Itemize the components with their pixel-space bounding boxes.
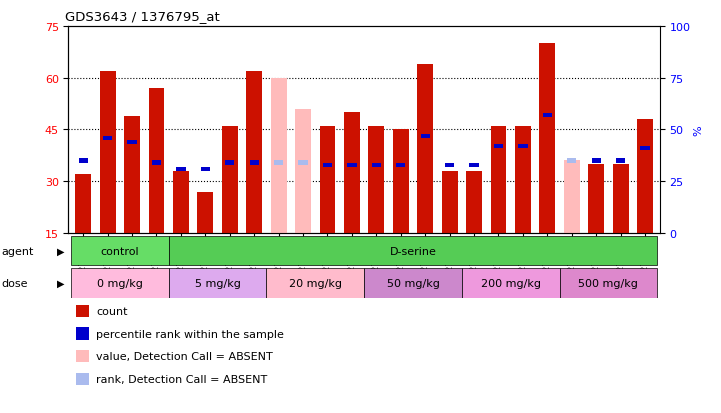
Text: ▶: ▶ (58, 246, 65, 256)
Bar (515, 127, 531, 233)
Text: GDS3643 / 1376795_at: GDS3643 / 1376795_at (65, 10, 220, 23)
Text: count: count (96, 306, 128, 316)
Bar (249, 161, 259, 165)
Bar (466, 171, 482, 233)
Bar (79, 159, 88, 163)
Bar (364, 268, 462, 298)
Bar (319, 127, 335, 233)
Bar (462, 268, 559, 298)
Text: agent: agent (1, 246, 34, 256)
Bar (539, 44, 555, 233)
Bar (71, 236, 169, 266)
Bar (591, 159, 601, 163)
Bar (222, 127, 238, 233)
Bar (564, 161, 580, 233)
Bar (613, 164, 629, 233)
Bar (169, 268, 266, 298)
Bar (225, 161, 234, 165)
Text: 0 mg/kg: 0 mg/kg (97, 278, 143, 288)
Bar (169, 236, 658, 266)
Bar (149, 89, 164, 233)
Text: 50 mg/kg: 50 mg/kg (386, 278, 439, 288)
Text: dose: dose (1, 278, 28, 288)
Bar (124, 116, 140, 233)
Text: control: control (100, 246, 139, 256)
Bar (103, 136, 112, 140)
Bar (200, 167, 210, 171)
Bar (128, 140, 137, 145)
Bar (567, 159, 576, 163)
Text: percentile rank within the sample: percentile rank within the sample (96, 329, 284, 339)
Bar (494, 145, 503, 149)
Text: 200 mg/kg: 200 mg/kg (481, 278, 541, 288)
Bar (442, 171, 458, 233)
Bar (368, 127, 384, 233)
Bar (247, 71, 262, 233)
Y-axis label: %: % (693, 125, 703, 135)
Bar (295, 109, 311, 233)
Bar (543, 114, 552, 118)
Text: value, Detection Call = ABSENT: value, Detection Call = ABSENT (96, 351, 273, 361)
Bar (445, 163, 454, 167)
Bar (270, 78, 286, 233)
Bar (518, 145, 528, 149)
Text: 500 mg/kg: 500 mg/kg (578, 278, 638, 288)
Bar (393, 130, 409, 233)
Text: 20 mg/kg: 20 mg/kg (288, 278, 342, 288)
Bar (344, 113, 360, 233)
Bar (490, 127, 506, 233)
Bar (559, 268, 658, 298)
Bar (176, 167, 185, 171)
Text: ▶: ▶ (58, 278, 65, 288)
Bar (372, 163, 381, 167)
Bar (420, 134, 430, 138)
Bar (274, 161, 283, 165)
Bar (616, 159, 625, 163)
Bar (298, 161, 308, 165)
Bar (640, 147, 650, 151)
Bar (198, 192, 213, 233)
Bar (75, 175, 91, 233)
Bar (417, 65, 433, 233)
Bar (266, 268, 364, 298)
Bar (637, 120, 653, 233)
Bar (152, 161, 161, 165)
Text: rank, Detection Call = ABSENT: rank, Detection Call = ABSENT (96, 374, 267, 384)
Text: 5 mg/kg: 5 mg/kg (195, 278, 241, 288)
Bar (323, 163, 332, 167)
Bar (348, 163, 356, 167)
Bar (396, 163, 405, 167)
Bar (588, 164, 604, 233)
Bar (71, 268, 169, 298)
Bar (99, 71, 115, 233)
Text: D-serine: D-serine (389, 246, 436, 256)
Bar (173, 171, 189, 233)
Bar (469, 163, 479, 167)
